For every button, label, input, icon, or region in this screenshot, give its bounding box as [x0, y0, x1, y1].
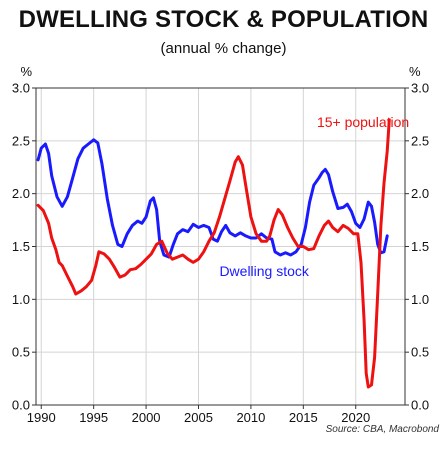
x-tick-label: 1995	[79, 410, 108, 425]
y-tick-label-left: 3.0	[12, 81, 30, 96]
series-label-population: 15+ population	[317, 114, 409, 130]
series-line-dwelling-stock	[36, 138, 389, 259]
y-tick-label-left: 0.5	[12, 345, 30, 360]
y-unit-right: %	[409, 64, 421, 79]
grid	[36, 88, 405, 405]
chart-title: DWELLING STOCK & POPULATION	[18, 6, 429, 33]
series-label-dwelling-stock: Dwelling stock	[219, 263, 309, 279]
x-tick-label: 1990	[27, 410, 56, 425]
y-tick-label-left: 1.5	[12, 239, 30, 254]
source-note: Source: CBA, Macrobond	[325, 424, 439, 435]
chart-subtitle: (annual % change)	[160, 40, 287, 57]
x-tick-label: 2005	[184, 410, 213, 425]
y-tick-label-right: 2.0	[411, 186, 429, 201]
y-tick-label-left: 2.0	[12, 186, 30, 201]
series-line-population	[36, 118, 391, 389]
y-tick-label-right: 0.5	[411, 345, 429, 360]
series-layer	[36, 118, 391, 389]
x-tick-label: 2020	[341, 410, 370, 425]
y-tick-label-right: 2.5	[411, 133, 429, 148]
y-tick-label-right: 0.0	[411, 398, 429, 413]
x-tick-label: 2000	[132, 410, 161, 425]
y-tick-label-right: 1.5	[411, 239, 429, 254]
x-tick-label: 2010	[236, 410, 265, 425]
x-tick-label: 2015	[289, 410, 318, 425]
y-unit-left: %	[20, 64, 32, 79]
y-tick-label-left: 1.0	[12, 292, 30, 307]
axes: 0.0 0.0 0.5 0.5 1.0 1.0 1.5 1.5 2.0 2.0 2.5 2.5 3.0 3…	[12, 81, 429, 426]
y-tick-label-right: 1.0	[411, 292, 429, 307]
series-labels: Dwelling stock 15+ population	[219, 114, 409, 279]
y-tick-label-left: 0.0	[12, 398, 30, 413]
y-tick-label-right: 3.0	[411, 81, 429, 96]
y-tick-label-left: 2.5	[12, 133, 30, 148]
